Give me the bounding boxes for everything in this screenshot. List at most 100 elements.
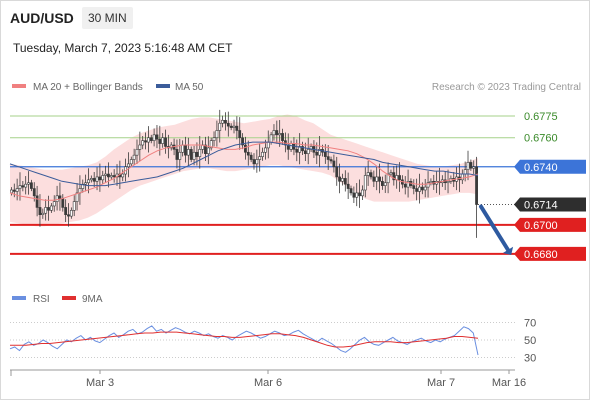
- timestamp: Tuesday, March 7, 2023 5:16:48 AM CET: [13, 41, 233, 55]
- candle-body: [469, 162, 473, 169]
- ma20-legend-swatch: [12, 84, 26, 88]
- candle-body: [149, 137, 153, 141]
- candle-body: [275, 130, 279, 136]
- candle-body: [181, 144, 185, 153]
- candle-body: [12, 189, 16, 192]
- candle-body: [98, 176, 102, 181]
- candle-body: [132, 154, 136, 160]
- candle-body: [298, 146, 302, 153]
- price-level-labels: 0.6775 0.6760 0.6740 0.6714 0.6700 0.6680: [514, 111, 586, 261]
- candle-body: [75, 192, 79, 202]
- candle-body: [161, 137, 165, 144]
- candle-body: [152, 134, 156, 141]
- level-label-5: 0.6680: [524, 249, 558, 261]
- ma20-legend-label: MA 20 + Bollinger Bands: [33, 82, 143, 93]
- rsi-tick-0: 70: [524, 317, 536, 329]
- candle-body: [224, 120, 227, 124]
- candle-body: [158, 138, 162, 144]
- candle-body: [64, 207, 68, 215]
- candle-body: [329, 159, 333, 162]
- candle-body: [366, 172, 370, 176]
- level-tag-3: [514, 197, 586, 212]
- level-label-1: 0.6760: [524, 133, 558, 145]
- rsi-ma-legend-label: 9MA: [82, 294, 103, 305]
- candle-body: [38, 207, 42, 215]
- candle-body: [398, 175, 401, 181]
- candle-body: [84, 182, 88, 185]
- candle-body: [232, 125, 236, 128]
- rsi-tick-2: 30: [524, 353, 536, 365]
- candle-body: [61, 198, 65, 208]
- candle-body: [278, 133, 282, 136]
- candle-body: [229, 125, 233, 128]
- time-label-3: Mar 16: [492, 377, 526, 389]
- candle-body: [144, 140, 147, 143]
- candle-body: [420, 186, 424, 191]
- candle-body: [141, 140, 145, 146]
- candle-body: [109, 175, 113, 178]
- candle-body: [72, 201, 76, 211]
- candle-body: [346, 183, 350, 189]
- candle-body: [429, 180, 433, 184]
- time-label-1: Mar 6: [254, 377, 282, 389]
- price-levels: [10, 115, 515, 255]
- timeframe-badge[interactable]: 30 MIN: [82, 7, 133, 29]
- candle-body: [303, 150, 307, 155]
- candle-body: [289, 143, 293, 150]
- level-label-2: 0.6740: [524, 162, 558, 174]
- candle-body: [386, 173, 390, 184]
- candle-body: [81, 183, 85, 189]
- candle-body: [58, 195, 62, 200]
- candle-body: [341, 178, 344, 182]
- forecast-arrow: [479, 204, 514, 255]
- candle-body: [338, 176, 341, 182]
- candle-body: [195, 151, 199, 157]
- candle-body: [44, 207, 48, 214]
- candle-body: [147, 137, 150, 143]
- candle-body: [323, 151, 327, 157]
- candle-body: [315, 151, 319, 156]
- candle-body: [129, 159, 133, 165]
- candle-body: [164, 137, 167, 147]
- candle-body: [343, 178, 347, 185]
- candle-body: [392, 172, 396, 181]
- candle-body: [198, 149, 202, 157]
- level-label-4: 0.6700: [524, 220, 558, 232]
- candle-body: [204, 144, 207, 155]
- candle-body: [361, 189, 364, 197]
- candle-body: [244, 144, 247, 153]
- candle-body: [138, 144, 142, 150]
- candle-body: [241, 137, 244, 146]
- candle-body: [326, 156, 330, 160]
- candle-body: [155, 134, 159, 140]
- bollinger-bands: [10, 114, 478, 227]
- candle-body: [246, 151, 250, 156]
- candle-body: [209, 140, 213, 149]
- candle-body: [121, 173, 125, 178]
- level-tag-5: [514, 246, 586, 261]
- candle-body: [186, 149, 190, 156]
- candle-body: [10, 189, 13, 194]
- rsi-legend-label: RSI: [33, 294, 50, 305]
- candle-body: [252, 159, 256, 165]
- time-label-2: Mar 7: [427, 377, 455, 389]
- ma50-legend-label: MA 50: [175, 82, 204, 93]
- candle-body: [127, 163, 130, 168]
- candle-body: [463, 169, 467, 175]
- candle-body: [30, 182, 33, 189]
- candle-body: [261, 151, 264, 157]
- candle-body: [332, 160, 336, 168]
- candle-body: [221, 120, 224, 124]
- moving-averages: [9, 141, 479, 201]
- rsi-ma-line: [10, 331, 479, 348]
- candle-body: [101, 175, 105, 181]
- candle-body: [318, 149, 322, 156]
- rsi-panel: 70 50 30: [9, 317, 536, 365]
- candle-body: [381, 180, 384, 186]
- candle-body: [372, 176, 376, 182]
- ma50-legend-swatch: [156, 84, 170, 88]
- forecast-arrow-shaft: [479, 204, 510, 252]
- candle-body: [466, 162, 470, 170]
- candle-body: [92, 178, 96, 182]
